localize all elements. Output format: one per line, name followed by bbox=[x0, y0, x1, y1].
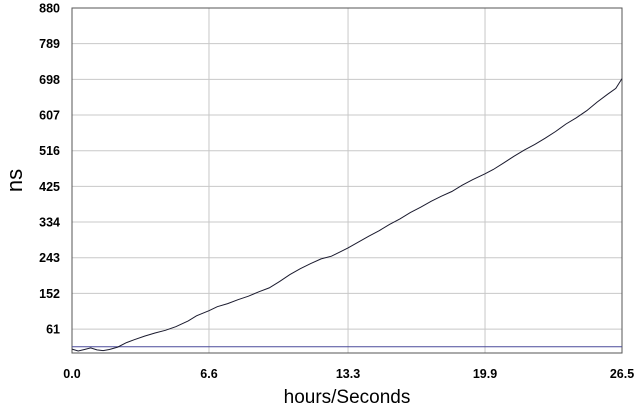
y-axis-label: ns bbox=[2, 169, 27, 192]
series-line bbox=[71, 78, 623, 352]
plot-frame bbox=[71, 7, 623, 354]
y-tick-labels: 61 152 243 334 425 516 607 698 789 880 bbox=[39, 2, 60, 337]
x-tick-label: 26.5 bbox=[610, 367, 634, 381]
y-tick-label: 61 bbox=[46, 323, 60, 337]
y-tick-label: 152 bbox=[39, 287, 60, 301]
y-tick-label: 243 bbox=[39, 251, 60, 265]
y-tick-label: 880 bbox=[39, 2, 60, 16]
x-tick-label: 6.6 bbox=[200, 367, 217, 381]
y-tick-label: 425 bbox=[39, 180, 60, 194]
y-tick-label: 334 bbox=[39, 216, 60, 230]
grid bbox=[72, 7, 622, 353]
y-tick-label: 789 bbox=[39, 37, 60, 51]
x-tick-labels: 0.0 6.6 13.3 19.9 26.5 bbox=[63, 367, 634, 381]
x-tick-label: 13.3 bbox=[336, 367, 360, 381]
y-tick-label: 516 bbox=[39, 144, 60, 158]
x-axis-label: hours/Seconds bbox=[284, 387, 411, 408]
y-tick-label: 698 bbox=[39, 73, 60, 87]
x-tick-label: 19.9 bbox=[473, 367, 497, 381]
x-tick-label: 0.0 bbox=[63, 367, 80, 381]
y-tick-label: 607 bbox=[39, 109, 60, 123]
